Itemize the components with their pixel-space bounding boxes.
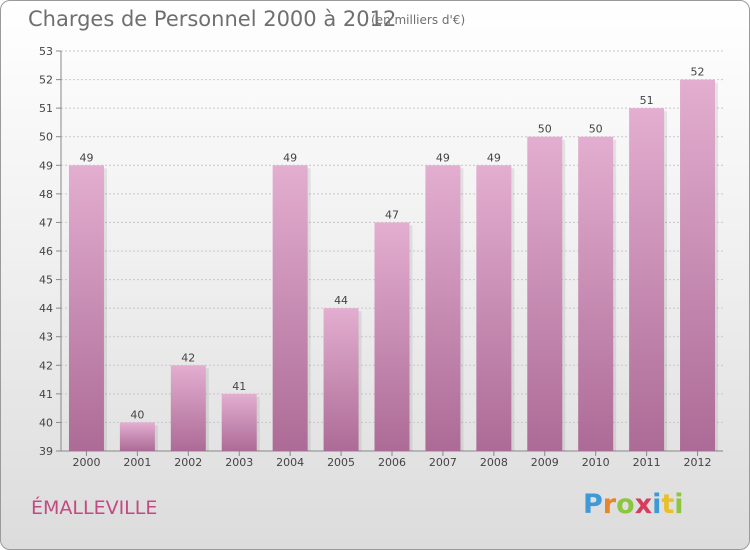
x-tick-label: 2009 [531,456,559,469]
bar [272,165,308,452]
data-label: 49 [436,151,450,164]
bar [221,393,257,451]
x-tick-label: 2004 [276,456,304,469]
y-tick-label: 47 [39,216,53,229]
y-tick-label: 46 [39,245,53,258]
logo-letter: i [674,489,684,520]
y-tick-label: 39 [39,445,53,458]
y-tick-label: 50 [39,131,53,144]
x-tick-label: 2012 [684,456,712,469]
logo-letter: r [602,489,617,520]
logo-letter: x [634,489,653,520]
data-label: 44 [334,294,348,307]
x-tick-label: 2008 [480,456,508,469]
data-label: 40 [130,408,144,421]
data-label: 41 [232,380,246,393]
x-tick-label: 2001 [123,456,151,469]
data-label: 50 [589,123,603,136]
data-label: 51 [640,94,654,107]
bar [119,422,155,451]
y-tick-label: 51 [39,102,53,115]
y-tick-label: 44 [39,302,53,315]
y-tick-label: 45 [39,274,53,287]
data-label: 49 [283,151,297,164]
bar [323,308,359,451]
logo-letter: o [616,489,635,520]
chart-subtitle: (en milliers d'€) [371,13,466,27]
x-tick-label: 2010 [582,456,610,469]
logo-letter: P [583,489,603,520]
x-tick-label: 2002 [174,456,202,469]
bar [425,165,461,452]
chart-title: Charges de Personnel 2000 à 2012 [28,7,397,31]
x-tick-label: 2006 [378,456,406,469]
place-name: ÉMALLEVILLE [31,497,158,519]
y-tick-label: 42 [39,359,53,372]
data-label: 47 [385,208,399,221]
bar [527,136,563,451]
x-tick-label: 2000 [72,456,100,469]
bar [629,108,665,452]
x-tick-label: 2003 [225,456,253,469]
y-tick-label: 43 [39,331,53,344]
proxiti-logo: Proxiti [583,489,684,520]
x-tick-label: 2007 [429,456,457,469]
bar [680,79,716,452]
logo-letter: i [652,489,662,520]
data-label: 49 [79,151,93,164]
y-tick-label: 49 [39,159,53,172]
y-tick-label: 52 [39,74,53,87]
y-tick-label: 48 [39,188,53,201]
bar [476,165,512,452]
bar [170,365,206,451]
data-label: 52 [691,66,705,79]
data-label: 50 [538,123,552,136]
y-tick-label: 53 [39,45,53,58]
x-tick-label: 2005 [327,456,355,469]
bar [578,136,614,451]
bar [68,165,104,452]
y-tick-label: 40 [39,416,53,429]
bar [374,222,410,451]
data-label: 42 [181,351,195,364]
data-label: 49 [487,151,501,164]
logo-letter: t [661,489,675,520]
y-tick-label: 41 [39,388,53,401]
x-tick-label: 2011 [633,456,661,469]
